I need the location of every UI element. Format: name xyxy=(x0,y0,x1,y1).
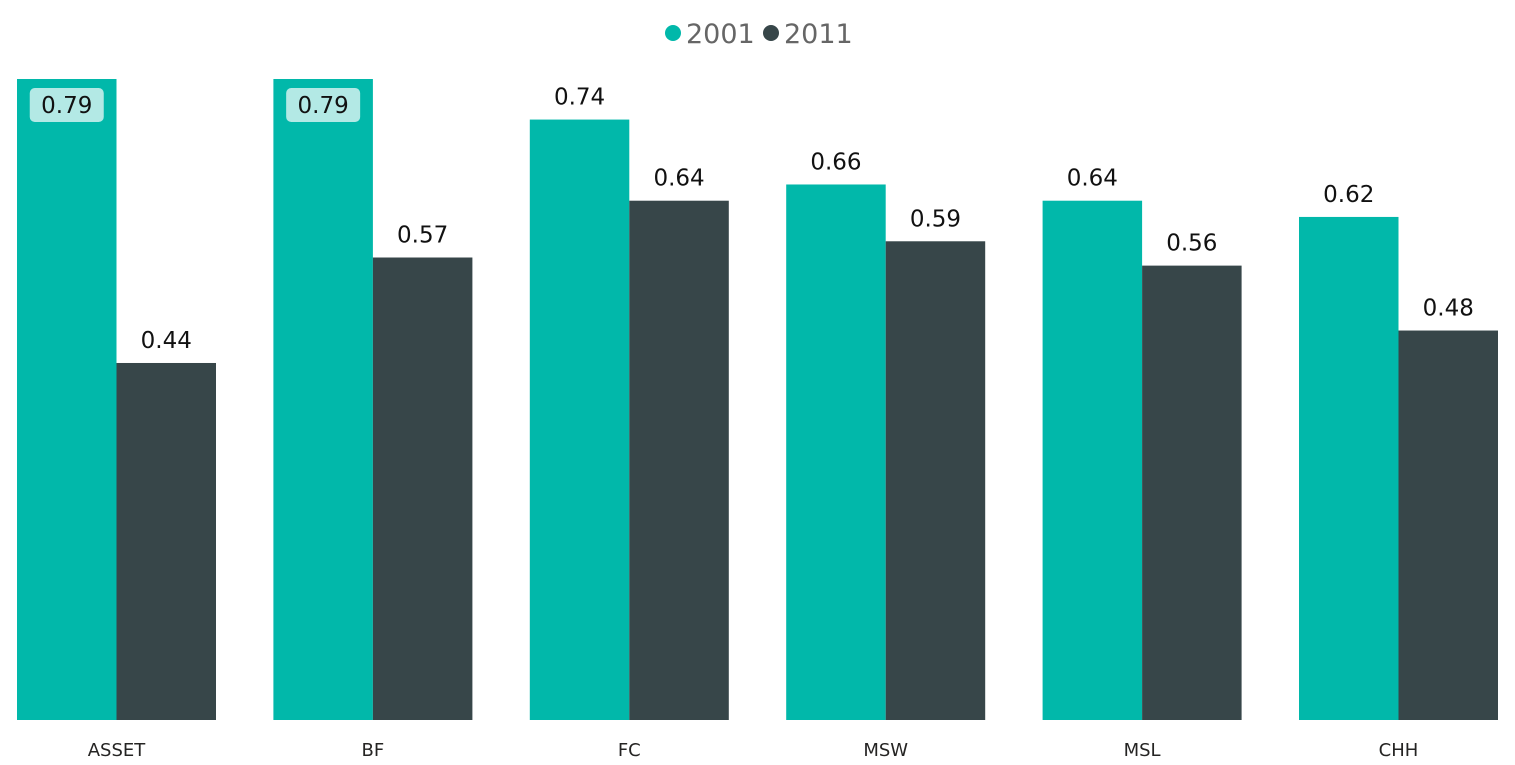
bar-chh-2001[interactable] xyxy=(1299,216,1399,720)
bar-fc-2011[interactable] xyxy=(629,200,729,720)
value-label-bf-2001: 0.79 xyxy=(298,93,349,119)
value-label-bf-2011: 0.57 xyxy=(397,223,448,249)
value-label-chh-2011: 0.48 xyxy=(1423,296,1474,322)
category-label-msw: MSW xyxy=(863,740,908,761)
bar-fc-2001[interactable] xyxy=(529,119,630,720)
value-label-msl-2001: 0.64 xyxy=(1067,166,1118,192)
legend: 2001 2011 xyxy=(665,19,853,50)
category-axis: ASSET BF FC MSW MSL CHH xyxy=(88,740,1419,761)
category-label-fc: FC xyxy=(618,740,641,761)
legend-marker-2011 xyxy=(763,25,779,41)
legend-marker-2001 xyxy=(665,25,681,41)
bars xyxy=(17,79,1498,720)
legend-label-2001: 2001 xyxy=(686,19,755,50)
value-label-msw-2011: 0.59 xyxy=(910,206,961,232)
value-label-fc-2001: 0.74 xyxy=(554,85,605,111)
value-label-fc-2011: 0.64 xyxy=(653,166,704,192)
bar-msw-2011[interactable] xyxy=(885,241,986,720)
bar-msl-2011[interactable] xyxy=(1142,265,1242,720)
value-label-msl-2011: 0.56 xyxy=(1166,231,1217,257)
bar-msw-2001[interactable] xyxy=(786,184,886,720)
value-label-bg-asset-2001 xyxy=(29,88,104,122)
category-label-bf: BF xyxy=(362,740,385,761)
bar-asset-2011[interactable] xyxy=(116,362,217,720)
value-label-msw-2001: 0.66 xyxy=(810,149,861,175)
bar-asset-2001[interactable] xyxy=(17,79,117,720)
bar-msl-2001[interactable] xyxy=(1042,200,1143,720)
category-label-msl: MSL xyxy=(1124,740,1161,761)
value-labels: 0.79 0.44 0.79 0.57 0.74 0.64 0.66 0.59 0.64 0.56… xyxy=(29,85,1474,354)
value-label-asset-2011: 0.44 xyxy=(141,328,192,354)
category-label-chh: CHH xyxy=(1379,740,1419,761)
bar-chh-2011[interactable] xyxy=(1398,330,1499,720)
value-label-chh-2001: 0.62 xyxy=(1323,182,1374,208)
value-label-asset-2001: 0.79 xyxy=(41,93,92,119)
category-label-asset: ASSET xyxy=(88,740,147,761)
bar-bf-2011[interactable] xyxy=(372,257,473,720)
legend-label-2011: 2011 xyxy=(784,19,853,50)
value-label-bg-bf-2001 xyxy=(286,88,361,122)
bar-bf-2001[interactable] xyxy=(273,79,373,720)
